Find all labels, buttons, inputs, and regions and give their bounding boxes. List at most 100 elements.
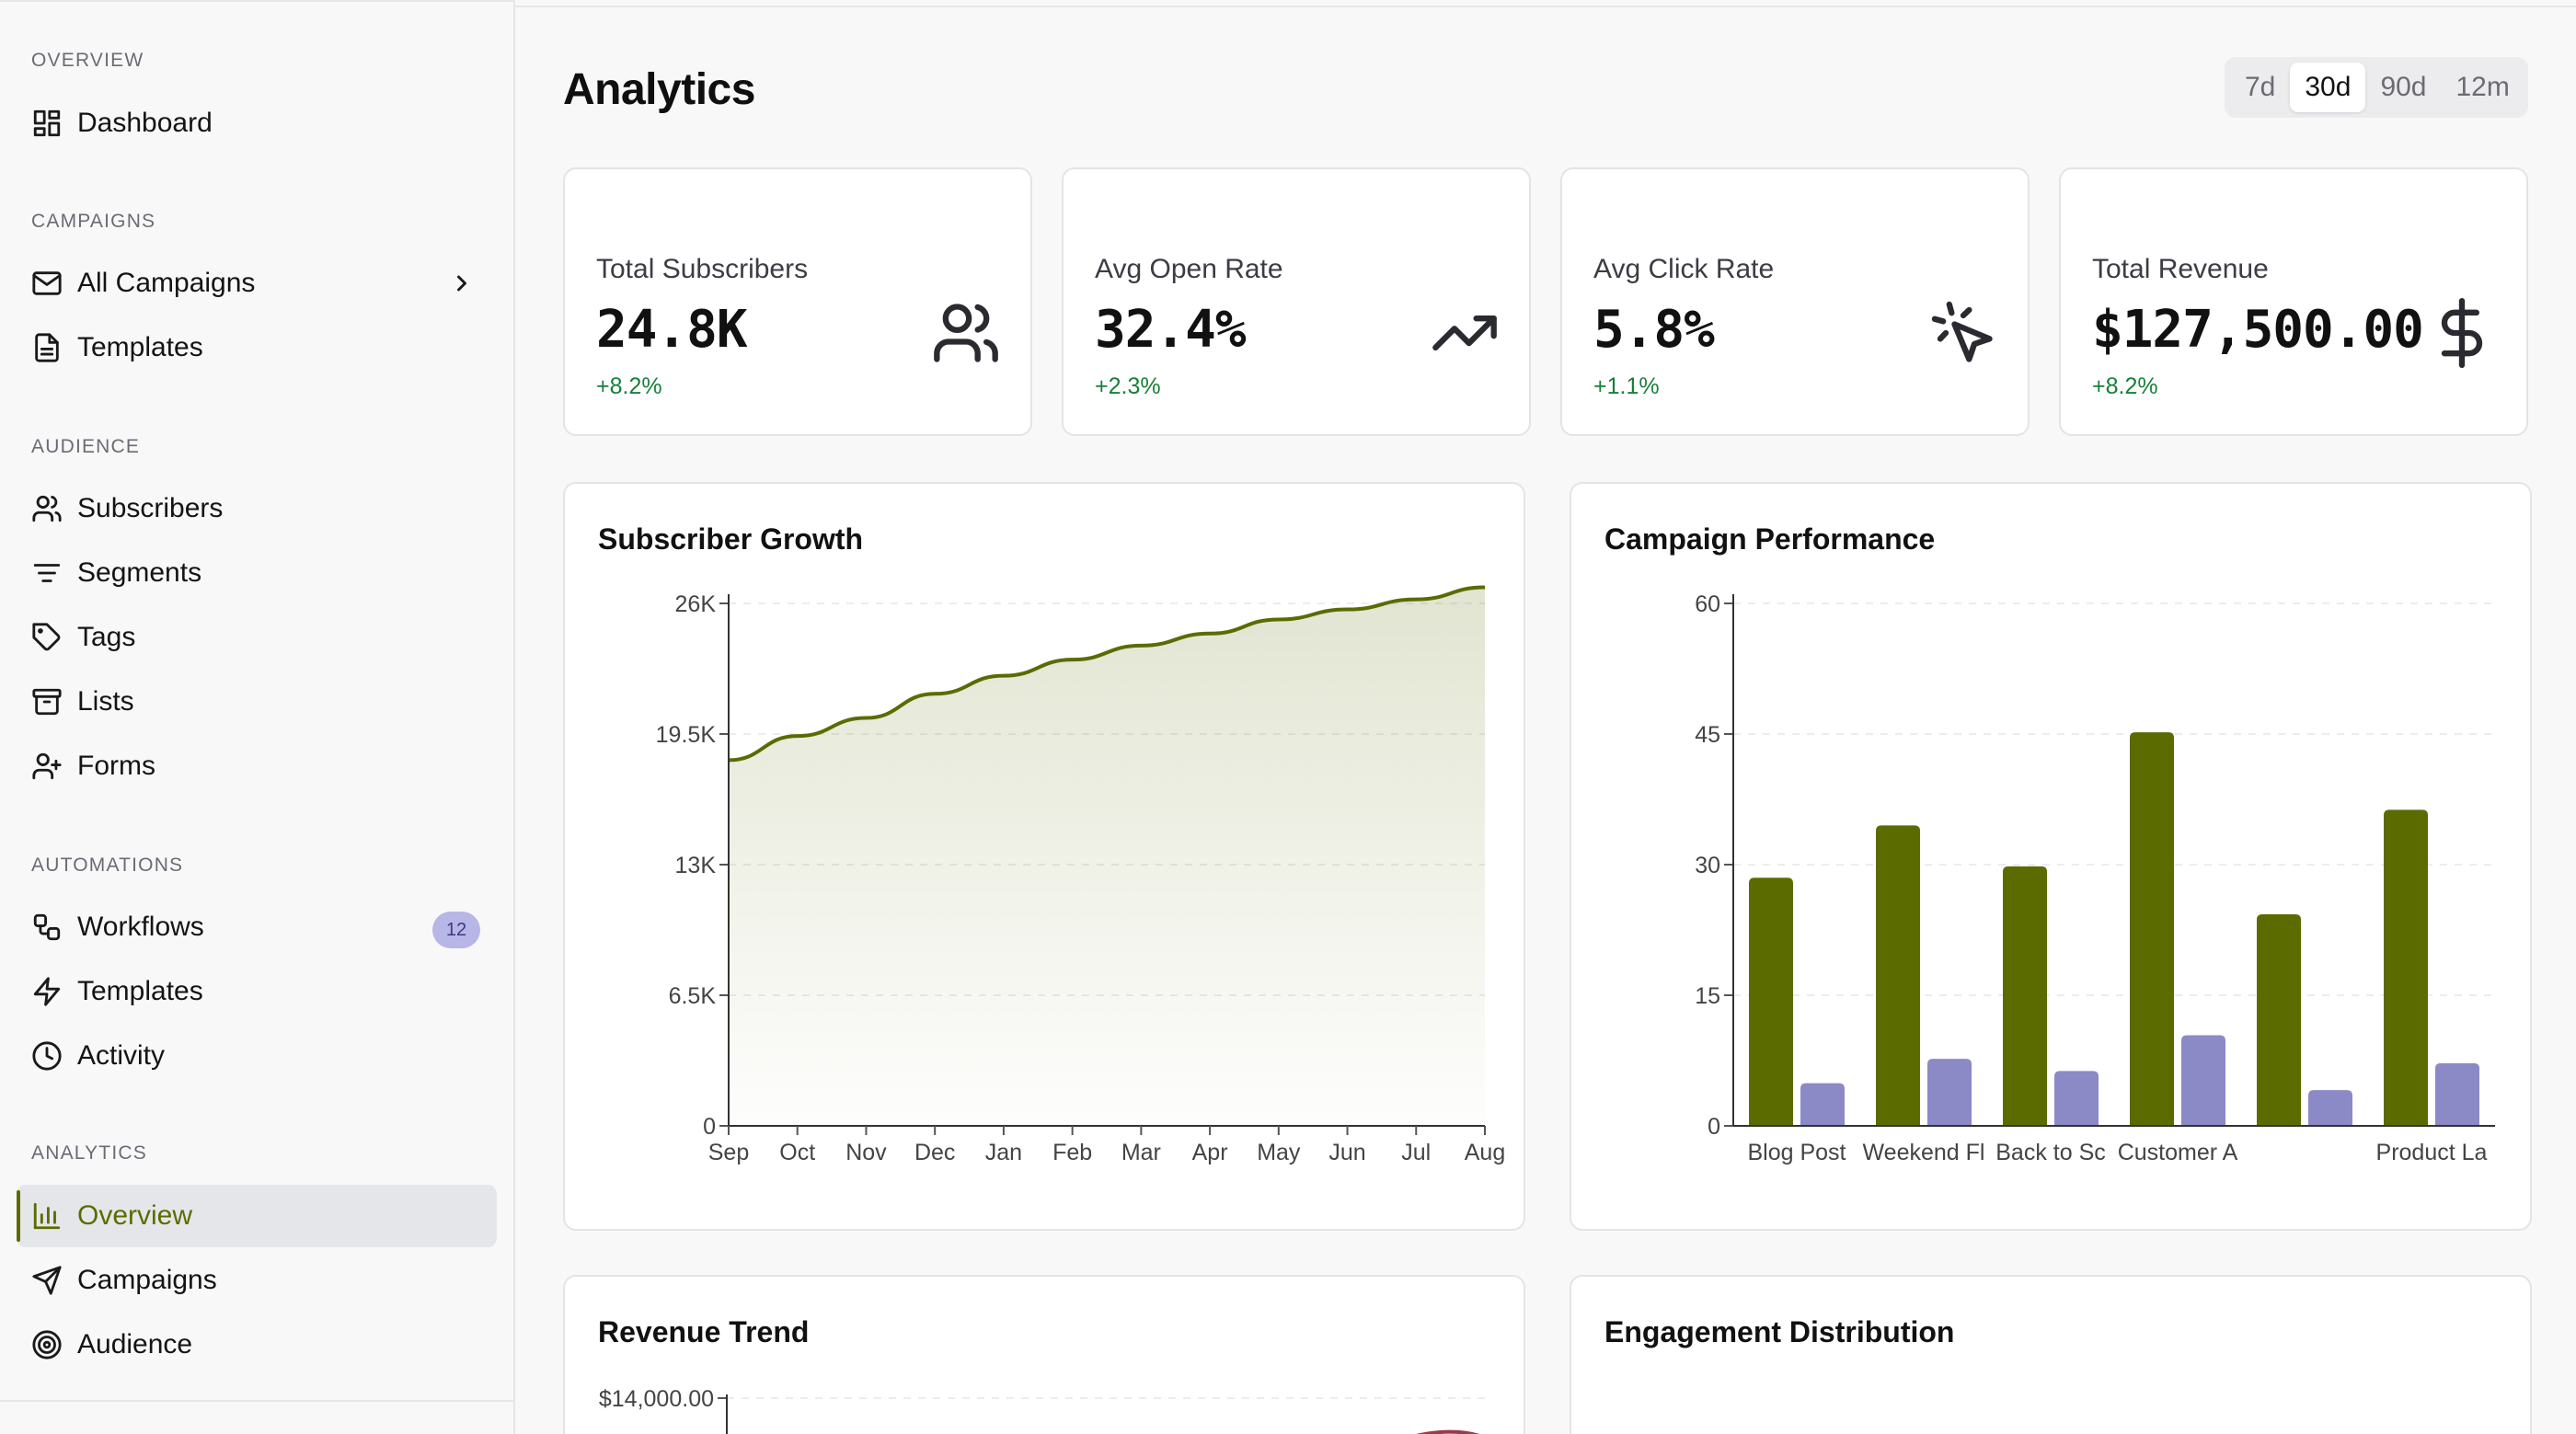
page-title: Analytics <box>563 65 755 114</box>
subscriber-growth-chart: 0 6.5K 13K 19.5K 26K Sep Oct Nov Dec Jan Feb Mar Apr… <box>656 585 1505 1165</box>
stat-delta: +8.2% <box>596 373 662 399</box>
bar-secondary[interactable] <box>2435 1062 2479 1126</box>
sidebar-item-label: Dashboard <box>77 108 213 138</box>
sidebar-item-campaigns[interactable]: Campaigns <box>17 1249 497 1312</box>
x-tick-label: Customer A <box>2118 1140 2238 1165</box>
x-tick-label: Dec <box>914 1140 955 1165</box>
chart-title: Campaign Performance <box>1604 522 1936 556</box>
x-tick-label: Jul <box>1401 1140 1431 1165</box>
sidebar-item-label: Templates <box>77 332 203 362</box>
series-line <box>1416 1429 1480 1434</box>
bar-secondary[interactable] <box>2181 1035 2225 1126</box>
x-tick-label: Feb <box>1052 1140 1092 1165</box>
x-tick-label: Apr <box>1192 1140 1228 1165</box>
stat-card-total-revenue: Total Revenue $127,500.00 +8.2% <box>2059 167 2528 436</box>
stat-value: 24.8K <box>596 300 748 360</box>
sidebar-item-subscribers[interactable]: Subscribers <box>17 477 497 540</box>
section-title-overview: OVERVIEW <box>31 50 144 71</box>
sidebar-item-activity[interactable]: Activity <box>17 1025 497 1087</box>
y-tick-label: 26K <box>675 591 717 617</box>
chart-card-campaign-performance: Campaign Performance 0 15 30 45 60 Blog Post W… <box>1570 482 2532 1231</box>
sidebar-item-lists[interactable]: Lists <box>17 671 497 733</box>
x-tick-label: Blog Post <box>1747 1140 1846 1165</box>
sidebar-item-templates[interactable]: Templates <box>17 960 497 1023</box>
bar-secondary[interactable] <box>1800 1083 1845 1126</box>
sidebar-item-segments[interactable]: Segments <box>17 542 497 604</box>
bar-secondary[interactable] <box>2054 1071 2099 1126</box>
bar-primary[interactable] <box>1876 825 1920 1126</box>
y-tick-label: 15 <box>1695 983 1720 1009</box>
bar-chart-icon <box>17 1200 77 1232</box>
mail-icon <box>17 268 77 299</box>
x-tick-label: Oct <box>779 1140 815 1165</box>
main-content: Analytics 7d 30d 90d 12m Total Subscribers … <box>515 0 2576 1434</box>
user-plus-icon <box>17 751 77 782</box>
workflow-icon <box>17 912 77 943</box>
sidebar: OVERVIEW Dashboard CAMPAIGNS All Campaigns T… <box>0 0 515 1434</box>
stat-label: Total Subscribers <box>596 254 809 284</box>
dollar-icon <box>2427 298 2497 368</box>
sidebar-item-all-campaigns[interactable]: All Campaigns <box>17 252 497 315</box>
sidebar-item-label: Campaigns <box>77 1265 217 1295</box>
bar-primary[interactable] <box>2130 732 2174 1126</box>
sidebar-footer-divider <box>0 1400 513 1434</box>
count-badge: 12 <box>432 912 480 948</box>
range-option-90d[interactable]: 90d <box>2380 72 2427 102</box>
bar-secondary[interactable] <box>1927 1059 1972 1126</box>
stat-card-avg-open-rate: Avg Open Rate 32.4% +2.3% <box>1062 167 1531 436</box>
stat-delta: +2.3% <box>1095 373 1161 399</box>
tag-icon <box>17 622 77 653</box>
y-tick-label: 0 <box>1708 1114 1720 1140</box>
chart-card-revenue-trend: Revenue Trend $14,000.00 <box>563 1275 1525 1434</box>
chart-title: Subscriber Growth <box>598 522 864 556</box>
send-icon <box>17 1265 77 1296</box>
archive-icon <box>17 686 77 717</box>
bar-secondary[interactable] <box>2308 1090 2352 1126</box>
sidebar-item-overview[interactable]: Overview <box>17 1185 497 1247</box>
bar-primary[interactable] <box>2257 913 2301 1126</box>
section-title-audience: AUDIENCE <box>31 436 141 457</box>
stat-card-avg-click-rate: Avg Click Rate 5.8% +1.1% <box>1560 167 2030 436</box>
x-tick-label: Product La <box>2376 1140 2488 1165</box>
stat-card-total-subscribers: Total Subscribers 24.8K +8.2% <box>563 167 1032 436</box>
section-title-analytics: ANALYTICS <box>31 1142 147 1164</box>
sidebar-item-templates[interactable]: Templates <box>17 316 497 379</box>
time-range-selector: 7d 30d 90d 12m <box>2225 57 2528 118</box>
y-tick-label: 0 <box>703 1114 716 1140</box>
sidebar-item-audience[interactable]: Audience <box>17 1314 497 1376</box>
chart-title: Engagement Distribution <box>1604 1315 1955 1348</box>
range-option-12m[interactable]: 12m <box>2455 72 2510 102</box>
x-tick-label: Jan <box>985 1140 1022 1165</box>
bar-primary[interactable] <box>2003 866 2047 1126</box>
range-option-7d[interactable]: 7d <box>2245 72 2276 102</box>
chart-card-engagement-distribution: Engagement Distribution <box>1570 1275 2532 1434</box>
x-tick-label: Back to Sc <box>1995 1140 2106 1165</box>
sidebar-item-label: Activity <box>77 1040 166 1071</box>
x-tick-label: Jun <box>1328 1140 1365 1165</box>
sidebar-item-workflows[interactable]: Workflows 12 <box>17 896 497 958</box>
sidebar-item-label: Templates <box>77 976 203 1006</box>
bar-primary[interactable] <box>1749 878 1793 1126</box>
clock-icon <box>17 1040 77 1072</box>
document-icon <box>17 332 77 363</box>
x-tick-label: Mar <box>1121 1140 1161 1165</box>
sidebar-item-label: Tags <box>77 622 136 652</box>
dashboard-icon <box>17 108 77 139</box>
y-tick-label: $14,000.00 <box>599 1386 714 1412</box>
bar-primary[interactable] <box>2384 809 2428 1126</box>
range-option-30d[interactable]: 30d <box>2290 63 2366 112</box>
sidebar-item-forms[interactable]: Forms <box>17 735 497 797</box>
sidebar-item-dashboard[interactable]: Dashboard <box>17 92 497 155</box>
users-icon <box>931 298 1001 368</box>
y-tick-label: 45 <box>1695 722 1720 748</box>
filter-icon <box>17 557 77 589</box>
top-divider <box>515 0 2576 7</box>
section-title-automations: AUTOMATIONS <box>31 855 184 876</box>
y-tick-label: 19.5K <box>656 722 717 748</box>
x-tick-label: May <box>1257 1140 1301 1165</box>
y-tick-label: 30 <box>1695 853 1720 878</box>
zap-icon <box>17 976 77 1007</box>
stat-label: Total Revenue <box>2092 254 2269 284</box>
sidebar-item-label: Lists <box>77 686 134 717</box>
sidebar-item-tags[interactable]: Tags <box>17 606 497 669</box>
